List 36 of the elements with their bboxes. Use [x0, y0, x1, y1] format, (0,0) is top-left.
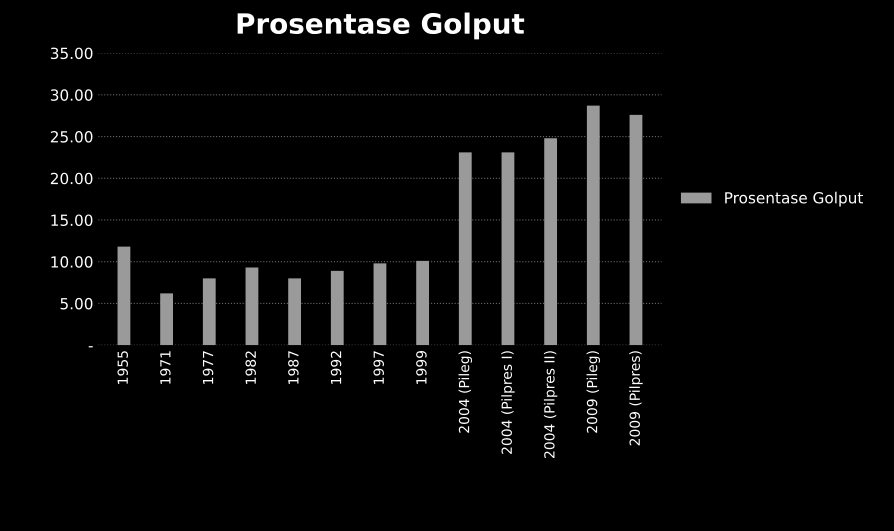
y-tick-label: 30.00	[50, 89, 92, 101]
y-tick-label: -	[88, 346, 93, 348]
bar	[586, 106, 600, 346]
bar	[330, 270, 344, 346]
x-tick-label: 2009 (Pilpres)	[629, 351, 643, 446]
y-tick-label: 15.00	[51, 214, 92, 226]
bar	[288, 278, 302, 346]
bar	[502, 152, 514, 346]
x-tick-label: 1999	[416, 350, 427, 384]
bar	[374, 263, 386, 346]
bar	[160, 293, 174, 346]
bar	[416, 260, 430, 346]
x-tick-label: 2004 (Pilpres I)	[501, 351, 515, 454]
x-tick-label: 1977	[202, 351, 214, 384]
y-tick-label: 10.00	[51, 256, 92, 268]
chart-title: Prosentase Golput	[238, 12, 524, 40]
x-tick-label: 1955	[117, 351, 128, 384]
x-tick-label: 1971	[160, 351, 171, 384]
x-tick-label: 1987	[288, 351, 299, 384]
y-tick-label: 20.00	[50, 172, 92, 184]
y-tick-label: 5.00	[60, 298, 92, 310]
bar	[246, 268, 258, 346]
bar	[202, 278, 216, 346]
y-tick-label: 35.00	[50, 48, 92, 60]
x-tick-label: 2009 (Pileg)	[586, 351, 600, 433]
bar	[630, 114, 642, 346]
x-tick-label: 2004 (Pileg)	[458, 351, 472, 433]
y-tick-label: 25.00	[50, 131, 92, 143]
legend-label: Prosentase Golput	[725, 192, 863, 207]
bar	[458, 152, 472, 346]
bar	[118, 246, 130, 346]
bar	[544, 138, 558, 346]
x-tick-label: 2004 (Pilpres II)	[544, 351, 558, 458]
x-tick-label: 1992	[330, 351, 342, 384]
x-tick-label: 1982	[245, 351, 256, 384]
x-tick-label: 1997	[373, 351, 384, 384]
